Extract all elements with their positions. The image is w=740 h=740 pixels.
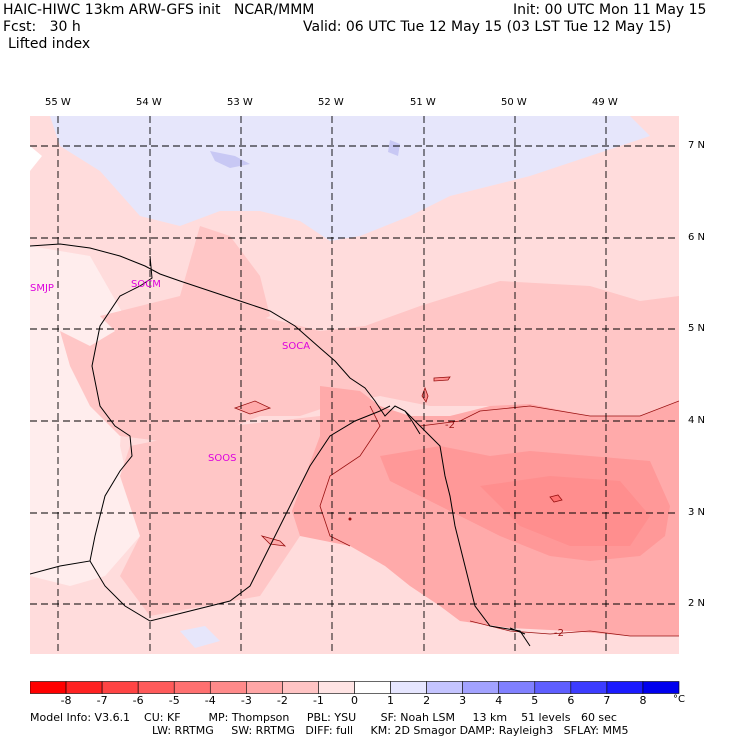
colorbar-tick-label: 4 xyxy=(495,694,503,707)
colorbar-tick-label: 5 xyxy=(531,694,539,707)
contour-dot xyxy=(348,517,352,521)
colorbar-tick-label: -6 xyxy=(132,694,144,707)
lon-label: 54 W xyxy=(136,97,162,108)
colorbar-tick-label: -8 xyxy=(60,694,72,707)
colorbar-tick-label: -3 xyxy=(240,694,252,707)
station-label: SOCM xyxy=(131,279,161,290)
colorbar-tick-label: 0 xyxy=(351,694,358,707)
positive-li-region xyxy=(50,116,650,241)
colorbar-swatch xyxy=(101,681,139,694)
colorbar-tick-label: 3 xyxy=(459,694,467,707)
colorbar-tick-label: 1 xyxy=(387,694,395,707)
colorbar-swatch xyxy=(318,681,355,694)
lon-label: 51 W xyxy=(410,97,436,108)
colorbar-tick-label: -7 xyxy=(96,694,108,707)
colorbar-swatch xyxy=(246,681,283,694)
field-name: Lifted index xyxy=(8,36,91,52)
colorbar-swatch xyxy=(209,681,247,694)
neutral-patch xyxy=(30,146,42,171)
colorbar-swatch xyxy=(173,681,211,694)
positive-li-core xyxy=(210,151,250,168)
light-region-west xyxy=(30,246,140,586)
lat-label: 5 N xyxy=(688,323,706,334)
colorbar-tick-label: 8 xyxy=(639,694,647,707)
contour-loop xyxy=(549,494,563,503)
contour-label: -2 xyxy=(554,628,564,639)
lon-label: 52 W xyxy=(318,97,344,108)
valid-time: Valid: 06 UTC Tue 12 May 15 (03 LST Tue … xyxy=(303,19,672,35)
contour-loop xyxy=(421,386,429,403)
contour-line xyxy=(469,620,679,637)
coastline-borders xyxy=(30,243,531,647)
colorbar-swatch xyxy=(137,681,175,694)
model-title: HAIC-HIWC 13km ARW-GFS init NCAR/MMM xyxy=(3,2,315,18)
positive-li-core xyxy=(388,140,400,156)
lat-label: 4 N xyxy=(688,415,706,426)
interior-pink xyxy=(120,416,350,616)
colorbar-swatch xyxy=(462,681,500,694)
contour-loop xyxy=(260,535,287,547)
colorbar-tick-label: -5 xyxy=(168,694,180,707)
model-info-line2: LW: RRTMG SW: RRTMG DIFF: full KM: 2D Sm… xyxy=(152,724,629,737)
model-info-line1: Model Info: V3.6.1 CU: KF MP: Thompson P… xyxy=(30,711,617,724)
lat-label: 3 N xyxy=(688,507,706,518)
colorbar-swatch xyxy=(426,681,463,694)
colorbar-tick-label: 6 xyxy=(567,694,575,707)
lat-lon-grid xyxy=(30,116,679,654)
lon-label: 50 W xyxy=(501,97,527,108)
forecast-hour: Fcst: 30 h xyxy=(3,19,81,35)
colorbar-swatch xyxy=(354,681,391,694)
lat-label: 2 N xyxy=(688,598,706,609)
colorbar-tick-label: 7 xyxy=(603,694,611,707)
lat-label: 6 N xyxy=(688,232,706,243)
colorbar-tick-label: 2 xyxy=(423,694,431,707)
colorbar-swatch xyxy=(606,681,644,694)
colorbar-swatch xyxy=(30,681,67,694)
contour-label: -2 xyxy=(445,420,455,431)
colorbar-swatch xyxy=(282,681,319,694)
lon-label: 53 W xyxy=(227,97,253,108)
colorbar-swatch xyxy=(65,681,103,694)
colorbar xyxy=(30,681,680,694)
colorbar-tick-label: -4 xyxy=(204,694,216,707)
colorbar-swatch xyxy=(390,681,427,694)
contour-line xyxy=(319,405,381,547)
lon-label: 55 W xyxy=(45,97,71,108)
contour-loop xyxy=(433,376,451,382)
station-label: SMJP xyxy=(30,283,54,294)
colorbar-tick-label: -2 xyxy=(276,694,288,707)
colorbar-swatch xyxy=(642,681,680,694)
contour-loop xyxy=(233,400,272,415)
strongest-instability-core xyxy=(480,476,650,546)
init-time: Init: 00 UTC Mon 11 May 15 xyxy=(513,2,707,18)
colorbar-swatch xyxy=(498,681,536,694)
lifted-index-map xyxy=(30,116,679,654)
positive-li-south xyxy=(180,626,220,648)
colorbar-swatch xyxy=(534,681,572,694)
colorbar-unit: °C xyxy=(673,694,685,705)
station-label: SOOS xyxy=(208,453,237,464)
colorbar-tick-label: -1 xyxy=(312,694,324,707)
station-label: SOCA xyxy=(282,341,311,352)
colorbar-swatch xyxy=(570,681,608,694)
light-pink-patch xyxy=(100,226,270,356)
lon-label: 49 W xyxy=(592,97,618,108)
lat-label: 7 N xyxy=(688,140,706,151)
